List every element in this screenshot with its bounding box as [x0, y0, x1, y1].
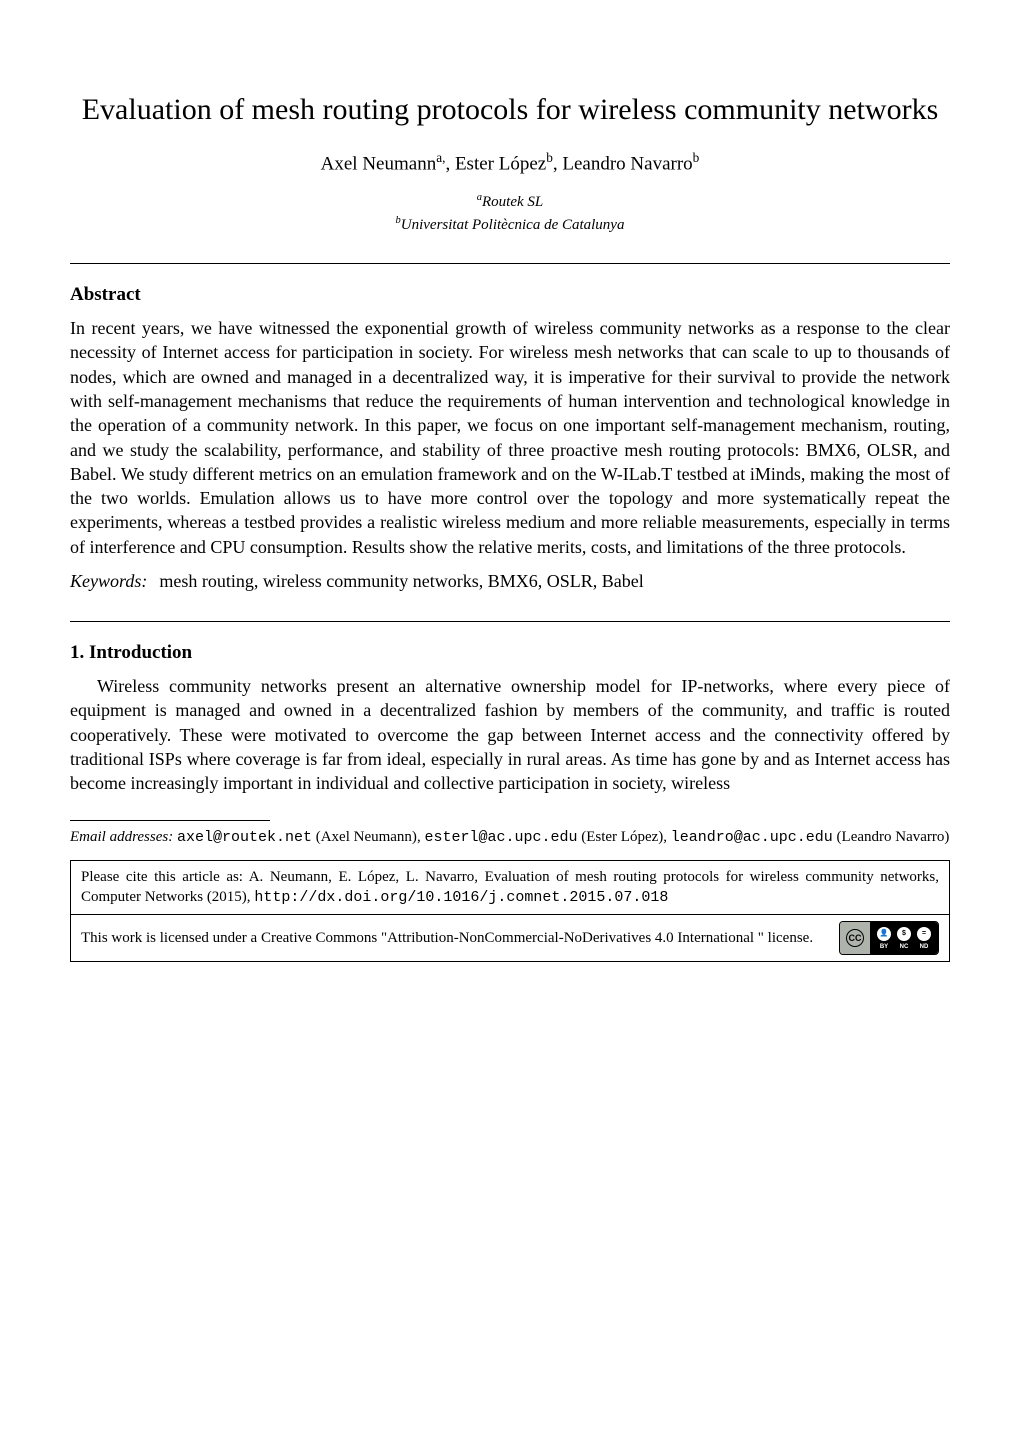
cc-nc-icon: $ NC — [896, 926, 912, 951]
footnote-emails: Email addresses: axel@routek.net (Axel N… — [70, 827, 950, 848]
affiliation-a: aRoutek SL — [70, 191, 950, 212]
paper-title: Evaluation of mesh routing protocols for… — [70, 90, 950, 129]
cc-by-label: BY — [880, 943, 888, 951]
rule-bottom — [70, 621, 950, 622]
license-text: This work is licensed under a Creative C… — [81, 928, 829, 948]
cc-badge: CC 👤 BY $ NC = ND — [839, 921, 939, 955]
email-0-name: (Axel Neumann) — [316, 829, 417, 845]
cc-badge-right: 👤 BY $ NC = ND — [870, 922, 938, 954]
cc-nd-circle: = — [916, 926, 932, 942]
abstract-text: In recent years, we have witnessed the e… — [70, 316, 950, 559]
email-2: leandro@ac.upc.edu — [671, 829, 833, 846]
affil-b-text: Universitat Politècnica de Catalunya — [401, 217, 625, 233]
abstract-heading: Abstract — [70, 282, 950, 308]
rule-top — [70, 263, 950, 264]
keywords-label: Keywords: — [70, 571, 147, 591]
keywords-values: mesh routing, wireless community network… — [159, 571, 643, 591]
cc-nd-icon: = ND — [916, 926, 932, 951]
email-1-name: (Ester López) — [581, 829, 663, 845]
footnote-label: Email addresses: — [70, 829, 173, 845]
affiliation-b: bUniversitat Politècnica de Catalunya — [70, 214, 950, 235]
citation-url: http://dx.doi.org/10.1016/j.comnet.2015.… — [254, 889, 668, 906]
cc-by-icon: 👤 BY — [876, 926, 892, 951]
license-row: This work is licensed under a Creative C… — [70, 915, 950, 962]
email-0: axel@routek.net — [177, 829, 312, 846]
cc-logo-icon: CC — [846, 929, 864, 947]
section-1-para-1: Wireless community networks present an a… — [70, 674, 950, 795]
cc-nd-label: ND — [920, 943, 929, 951]
email-1: esterl@ac.upc.edu — [424, 829, 577, 846]
cc-badge-left: CC — [840, 922, 870, 954]
cc-nc-label: NC — [900, 943, 909, 951]
footnote-rule — [70, 820, 270, 821]
cc-nc-circle: $ — [896, 926, 912, 942]
affil-a-text: Routek SL — [482, 194, 543, 210]
keywords-line: Keywords: mesh routing, wireless communit… — [70, 569, 950, 593]
cc-by-circle: 👤 — [876, 926, 892, 942]
email-2-name: (Leandro Navarro) — [837, 829, 950, 845]
citation-box: Please cite this article as: A. Neumann,… — [70, 860, 950, 916]
author-line: Axel Neumanna,, Ester Lópezb, Leandro Na… — [70, 149, 950, 177]
section-1-heading: 1. Introduction — [70, 640, 950, 666]
